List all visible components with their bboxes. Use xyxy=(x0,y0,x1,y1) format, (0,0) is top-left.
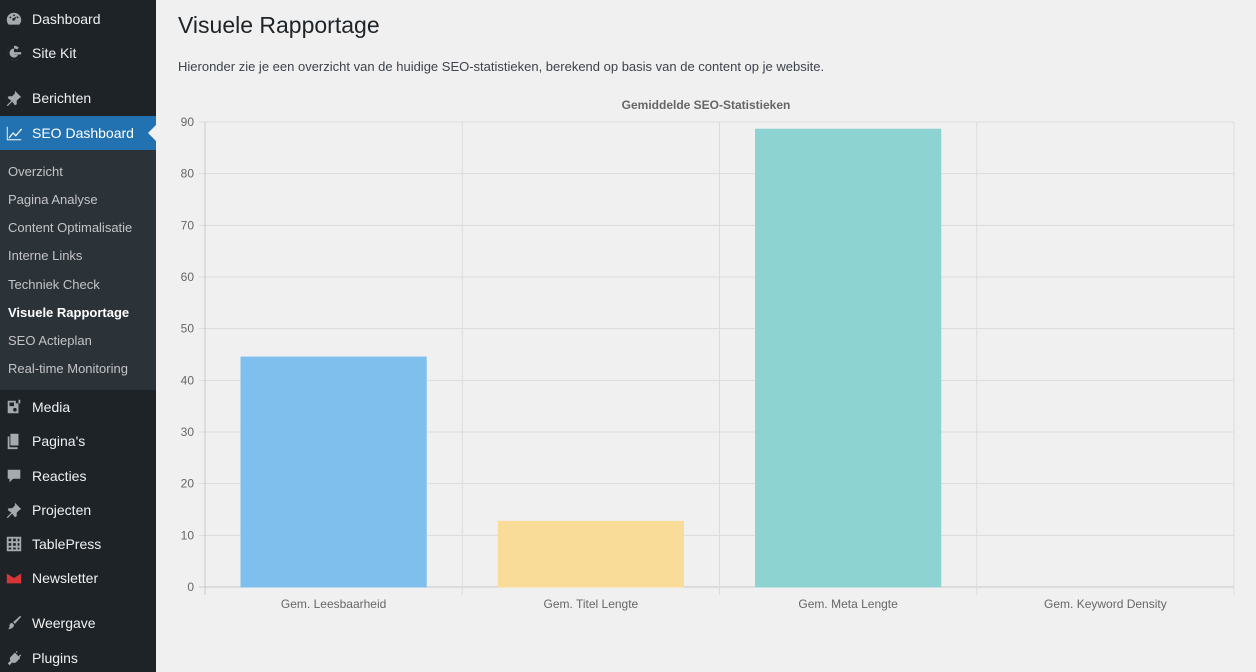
seo-stats-bar-chart: Gemiddelde SEO-Statistieken 0 10 20 30 40 50 6… xyxy=(181,98,1235,611)
seo-submenu: Overzicht Pagina Analyse Content Optimal… xyxy=(0,150,156,390)
pages-icon xyxy=(4,431,24,451)
menu-label: Reacties xyxy=(32,468,87,484)
menu-item-paginas[interactable]: Pagina's xyxy=(0,424,156,458)
chart-bar xyxy=(240,356,427,588)
menu-label: Plugins xyxy=(32,650,78,666)
x-tick-label: Gem. Titel Lengte xyxy=(544,597,639,611)
plug-icon xyxy=(4,648,24,668)
active-indicator xyxy=(148,125,156,141)
menu-item-newsletter[interactable]: Newsletter xyxy=(0,561,156,595)
y-tick-label: 30 xyxy=(181,425,195,439)
chart-line-icon xyxy=(4,123,24,143)
x-tick-label: Gem. Leesbaarheid xyxy=(281,597,386,611)
menu-item-reacties[interactable]: Reacties xyxy=(0,459,156,493)
menu-label: SEO Dashboard xyxy=(32,125,134,141)
menu-item-media[interactable]: Media xyxy=(0,390,156,424)
menu-item-tablepress[interactable]: TablePress xyxy=(0,527,156,561)
menu-item-weergave[interactable]: Weergave xyxy=(0,606,156,640)
menu-label: Media xyxy=(32,399,71,415)
submenu-item-content-optimalisatie[interactable]: Content Optimalisatie xyxy=(8,220,133,235)
menu-label: Projecten xyxy=(32,502,92,518)
x-axis-labels: Gem. Leesbaarheid Gem. Titel Lengte Gem. M… xyxy=(281,597,1167,611)
menu-label: Site Kit xyxy=(32,45,77,61)
menu-label: Newsletter xyxy=(32,570,99,586)
comment-icon xyxy=(4,466,24,486)
menu-label: Berichten xyxy=(32,90,92,106)
menu-item-seo-dashboard[interactable]: SEO Dashboard xyxy=(0,116,156,150)
menu-label: Weergave xyxy=(32,615,96,631)
media-icon xyxy=(4,397,24,417)
y-tick-label: 60 xyxy=(181,270,195,284)
menu-item-dashboard[interactable]: Dashboard xyxy=(0,2,156,36)
chart-title: Gemiddelde SEO-Statistieken xyxy=(622,98,791,112)
pushpin-icon xyxy=(4,88,24,108)
y-tick-label: 10 xyxy=(181,528,195,542)
page-intro: Hieronder zie je een overzicht van de hu… xyxy=(178,59,825,74)
menu-item-projecten[interactable]: Projecten xyxy=(0,493,156,527)
menu-label: Dashboard xyxy=(32,11,101,27)
submenu-item-seo-actieplan[interactable]: SEO Actieplan xyxy=(8,333,92,348)
submenu-item-overzicht[interactable]: Overzicht xyxy=(8,164,63,179)
submenu-item-visuele-rapportage[interactable]: Visuele Rapportage xyxy=(8,305,130,320)
x-tick-label: Gem. Meta Lengte xyxy=(798,597,898,611)
x-tick-label: Gem. Keyword Density xyxy=(1044,597,1167,611)
google-g-icon xyxy=(4,43,24,63)
chart-bar xyxy=(755,128,942,588)
pushpin-icon xyxy=(4,500,24,520)
chart-bar xyxy=(497,520,684,588)
submenu-item-interne-links[interactable]: Interne Links xyxy=(8,248,83,263)
page-title: Visuele Rapportage xyxy=(178,12,380,38)
y-tick-label: 20 xyxy=(181,477,195,491)
y-tick-label: 80 xyxy=(181,167,195,181)
paintbrush-icon xyxy=(4,613,24,633)
y-tick-label: 0 xyxy=(187,580,194,594)
menu-label: TablePress xyxy=(32,536,102,552)
y-tick-label: 90 xyxy=(181,115,195,129)
menu-label: Pagina's xyxy=(32,433,86,449)
dashboard-icon xyxy=(4,9,24,29)
y-tick-label: 70 xyxy=(181,218,195,232)
envelope-icon xyxy=(4,568,24,588)
menu-item-site-kit[interactable]: Site Kit xyxy=(0,36,156,70)
table-icon xyxy=(4,534,24,554)
y-tick-label: 50 xyxy=(181,322,195,336)
y-axis-ticks: 0 10 20 30 40 50 60 70 80 90 xyxy=(181,115,195,594)
submenu-item-techniek-check[interactable]: Techniek Check xyxy=(8,277,100,292)
chart-bars xyxy=(240,128,942,588)
menu-item-plugins[interactable]: Plugins xyxy=(0,641,156,672)
menu-item-berichten[interactable]: Berichten xyxy=(0,81,156,115)
y-tick-label: 40 xyxy=(181,373,195,387)
submenu-item-pagina-analyse[interactable]: Pagina Analyse xyxy=(8,192,98,207)
submenu-item-real-time-monitoring[interactable]: Real-time Monitoring xyxy=(8,361,128,376)
admin-sidebar: Dashboard Site Kit Berichten SEO Dashboa… xyxy=(0,0,156,672)
